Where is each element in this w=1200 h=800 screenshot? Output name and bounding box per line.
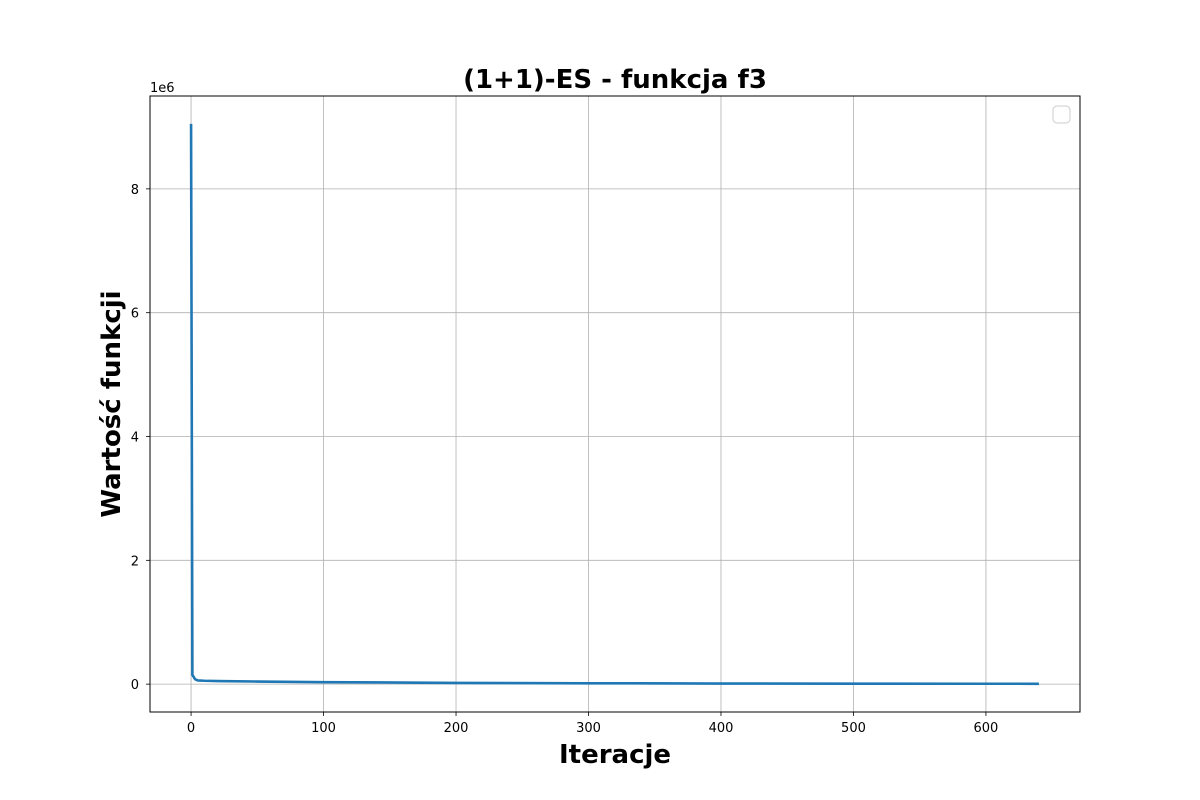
plot-frame <box>149 95 1081 713</box>
x-tick-label: 400 <box>709 721 734 736</box>
y-tick-label: 2 <box>131 554 139 569</box>
y-tick-label: 4 <box>131 431 139 446</box>
x-tick-label: 200 <box>444 721 469 736</box>
y-axis-label: Wartość funkcji <box>97 290 127 517</box>
series-line <box>189 123 1039 686</box>
x-tick-label: 600 <box>974 721 999 736</box>
series-layer <box>189 123 1039 686</box>
x-tick-label: 100 <box>311 721 336 736</box>
x-tick-label: 300 <box>576 721 601 736</box>
x-axis-label: Iteracje <box>559 740 671 770</box>
legend-box <box>1052 105 1071 124</box>
x-tick-label: 500 <box>841 721 866 736</box>
y-tick-label: 8 <box>131 183 139 198</box>
x-tick-label: 0 <box>187 721 195 736</box>
grid <box>150 96 1080 712</box>
chart-title: (1+1)-ES - funkcja f3 <box>463 65 767 95</box>
ticks: 0 100 200 300 400 500 600 0 2 4 6 8 <box>131 183 999 736</box>
y-tick-label: 6 <box>131 307 139 322</box>
y-tick-label: 0 <box>131 678 139 693</box>
y-offset-label: 1e6 <box>150 81 175 96</box>
